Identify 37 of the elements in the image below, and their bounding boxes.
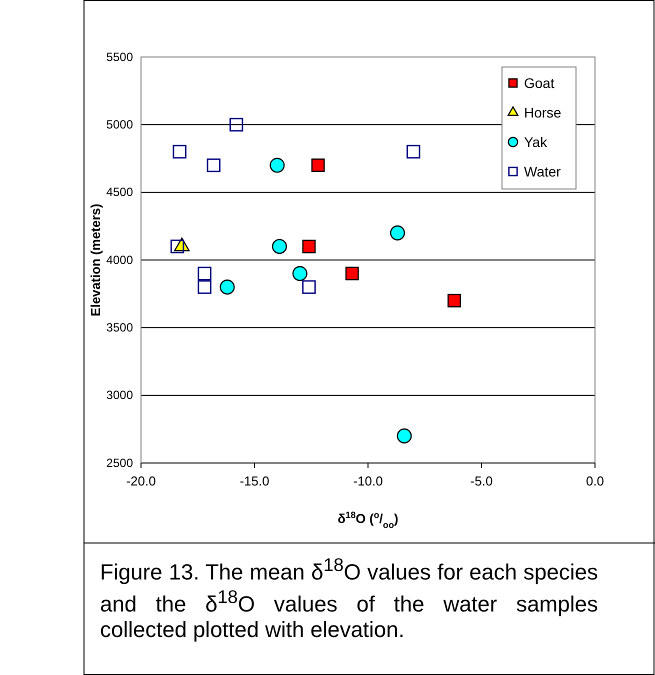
x-tick-label: -5.0	[470, 473, 493, 488]
point	[311, 158, 325, 172]
point	[272, 238, 287, 254]
point	[302, 240, 316, 254]
point	[172, 144, 186, 159]
point	[396, 428, 412, 444]
point	[198, 280, 212, 294]
legend-label: Horse	[524, 104, 562, 120]
point	[220, 280, 235, 295]
point	[448, 294, 461, 308]
legend-label: Water	[524, 164, 562, 180]
point	[406, 144, 420, 159]
y-tick-label: 2500	[106, 456, 134, 470]
y-axis-title: Elevation (meters)	[88, 204, 103, 316]
point	[345, 266, 359, 280]
legend-label: Yak	[524, 134, 548, 150]
x-tick-label: 0.0	[586, 473, 604, 488]
point	[198, 266, 212, 280]
legend-label: Goat	[524, 75, 554, 91]
x-axis-title: δ$^{18}$O ($^{o}$/$_{oo}$)	[338, 510, 398, 530]
y-tick-label: 5500	[106, 50, 134, 64]
y-tick-label: 3500	[106, 320, 134, 335]
y-tick-label: 4000	[106, 252, 134, 267]
point	[390, 225, 406, 240]
point	[206, 158, 220, 172]
y-tick-label: 3000	[106, 388, 134, 402]
x-tick-label: -10.0	[353, 473, 383, 488]
x-tick-label: -20.0	[126, 473, 156, 488]
text: Figure 13. The mean δ$^{18}$O values for each species and the δ$^{18}$O values of the water samples collected plotted with elevation.	[100, 554, 598, 642]
point	[292, 266, 308, 282]
point	[230, 118, 244, 132]
y-tick-label: 4500	[106, 185, 134, 200]
x-tick-label: -15.0	[240, 473, 270, 488]
point	[270, 158, 285, 173]
y-tick-label: 5000	[106, 118, 134, 132]
point	[170, 240, 184, 254]
point	[302, 280, 316, 294]
